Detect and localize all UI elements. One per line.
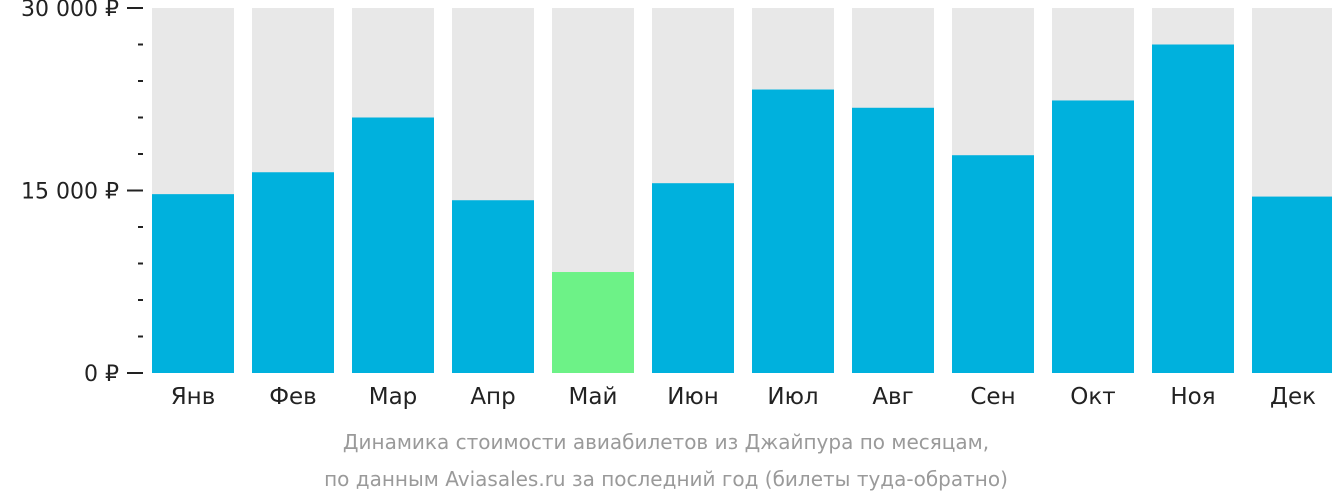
bar	[652, 183, 734, 373]
bar	[352, 117, 434, 373]
x-tick-label: Апр	[470, 384, 515, 410]
bar	[852, 107, 934, 374]
x-tick-label: Июн	[667, 384, 719, 410]
y-tick-label: 30 000 ₽	[21, 0, 119, 22]
x-axis: Янв Фев Мар Апр Май Июн Июл Авг Сен Окт Ноя Дек	[171, 384, 1316, 410]
chart-caption-line-2: по данным Aviasales.ru за последний год …	[324, 467, 1008, 491]
x-tick-label: Янв	[171, 384, 216, 410]
y-axis: 0 ₽ 15 000 ₽ 30 000 ₽	[21, 0, 143, 387]
bar	[252, 172, 334, 373]
x-tick-label: Авг	[872, 384, 913, 410]
y-tick-label: 15 000 ₽	[21, 180, 119, 205]
y-tick-label: 0 ₽	[84, 362, 119, 387]
chart-caption-line-1: Динамика стоимости авиабилетов из Джайпу…	[342, 430, 990, 454]
bar	[952, 155, 1034, 373]
bar	[552, 272, 634, 373]
bar	[1052, 100, 1134, 373]
x-tick-label: Ноя	[1170, 384, 1215, 410]
bar	[1152, 44, 1234, 373]
bars	[152, 8, 1332, 374]
x-tick-label: Фев	[269, 384, 317, 410]
x-tick-label: Мар	[369, 384, 418, 410]
bar	[452, 200, 534, 373]
bar	[152, 194, 234, 373]
x-tick-label: Июл	[767, 384, 818, 410]
bar	[1252, 196, 1332, 373]
x-tick-label: Окт	[1070, 384, 1115, 410]
bar	[752, 89, 834, 374]
x-tick-label: Сен	[970, 384, 1015, 410]
x-tick-label: Май	[569, 384, 618, 410]
x-tick-label: Дек	[1270, 384, 1316, 410]
